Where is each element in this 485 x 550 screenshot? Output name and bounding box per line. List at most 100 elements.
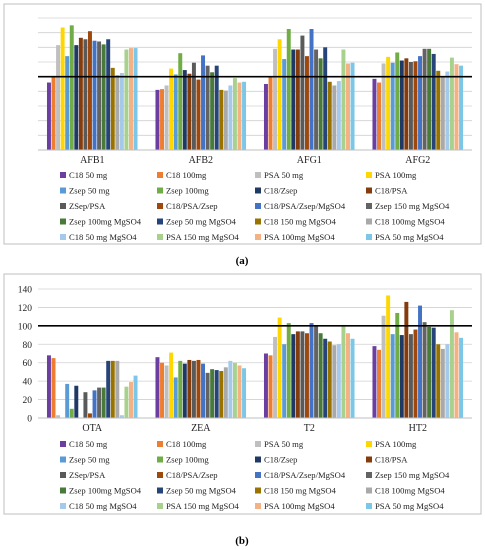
bar xyxy=(327,341,332,418)
bar xyxy=(115,360,120,418)
bar xyxy=(386,56,391,151)
bar xyxy=(124,386,129,418)
bar xyxy=(395,52,400,150)
bar xyxy=(309,29,314,150)
legend-label: Zsep 100mg xyxy=(166,186,209,196)
bar xyxy=(210,72,215,150)
bar xyxy=(372,78,377,150)
legend-label: PSA 100mg MgSO4 xyxy=(264,501,335,511)
bar xyxy=(51,75,56,150)
bar xyxy=(286,29,291,150)
bar xyxy=(408,62,413,150)
bar xyxy=(386,295,391,418)
bar xyxy=(169,352,174,418)
category-label: AFB1 xyxy=(80,155,104,166)
bar xyxy=(237,365,242,418)
bar xyxy=(110,67,115,150)
bar xyxy=(46,355,51,418)
bar xyxy=(323,338,328,418)
bar xyxy=(191,62,196,151)
bar xyxy=(155,89,160,150)
y-tick-label: 40 xyxy=(23,378,33,388)
bar xyxy=(440,348,445,418)
panel-border xyxy=(3,273,482,515)
bar xyxy=(178,360,183,418)
legend-label: C18/PSA xyxy=(375,186,408,196)
legend-label: C18/PSA xyxy=(375,455,408,465)
legend-swatch xyxy=(157,187,163,194)
legend-label: PSA 150 mg MgSO4 xyxy=(166,501,240,511)
bar xyxy=(242,368,247,418)
bar xyxy=(341,324,346,418)
bar xyxy=(87,31,92,151)
bar xyxy=(110,360,115,418)
y-tick-label: 120 xyxy=(18,304,33,314)
category-label: ZEA xyxy=(191,423,211,434)
y-tick-label: 80 xyxy=(23,341,33,351)
bar xyxy=(173,74,178,150)
bar xyxy=(51,358,56,418)
bar xyxy=(300,35,305,150)
bar xyxy=(92,40,97,151)
bar xyxy=(263,84,268,150)
bar xyxy=(390,334,395,418)
bar xyxy=(422,322,427,418)
legend-label: C18 50 mg xyxy=(69,439,108,449)
bar xyxy=(201,55,206,150)
bar xyxy=(459,337,464,418)
bar xyxy=(87,413,92,418)
legend-swatch xyxy=(366,487,372,494)
legend-label: Zsep 50 mg xyxy=(69,186,110,196)
legend-label: C18/PSA/Zsep xyxy=(166,470,218,480)
bar xyxy=(336,344,341,418)
legend-swatch xyxy=(255,441,261,447)
bar xyxy=(399,335,404,418)
legend-swatch xyxy=(366,503,372,509)
legend-label: Zsep 100mg xyxy=(166,455,209,465)
bar xyxy=(92,390,97,418)
bar xyxy=(97,41,102,150)
legend-swatch xyxy=(157,234,163,240)
bar xyxy=(160,89,164,150)
bar xyxy=(228,85,233,150)
bar xyxy=(395,312,400,418)
legend-swatch xyxy=(366,218,372,225)
bar xyxy=(390,62,395,151)
caption-b: (b) xyxy=(235,535,249,547)
y-tick-label: 60 xyxy=(23,359,33,369)
panel-border xyxy=(3,3,482,245)
bar xyxy=(431,327,436,418)
bar xyxy=(232,362,237,418)
legend-label: C18 100mg xyxy=(166,170,207,180)
bar xyxy=(372,346,377,418)
bar xyxy=(191,360,196,418)
bar xyxy=(101,44,106,150)
bar xyxy=(83,39,88,150)
legend-label: Zsep 50 mg xyxy=(69,455,110,465)
legend-label: C18 100mg MgSO4 xyxy=(375,217,445,227)
bar xyxy=(332,85,337,150)
legend-label: PSA 100mg xyxy=(375,170,417,180)
y-tick-label: 140 xyxy=(18,286,33,296)
bar xyxy=(277,317,282,418)
legend-swatch xyxy=(366,203,372,209)
legend-swatch xyxy=(60,187,66,194)
bar xyxy=(445,71,450,150)
bar xyxy=(74,385,79,418)
bar xyxy=(413,329,418,418)
legend-swatch xyxy=(157,218,163,225)
legend-swatch xyxy=(366,441,372,447)
legend-swatch xyxy=(255,234,261,240)
legend-label: PSA 50 mg xyxy=(264,439,304,449)
bar xyxy=(242,81,247,150)
bar xyxy=(268,355,273,418)
legend-label: C18 150 mg MgSO4 xyxy=(264,217,337,227)
bar xyxy=(56,415,61,418)
legend-label: PSA 50 mg xyxy=(264,170,304,180)
bar xyxy=(69,25,74,150)
bar xyxy=(314,325,319,418)
bar xyxy=(228,360,233,418)
legend-swatch xyxy=(157,203,163,209)
bar xyxy=(449,310,454,418)
